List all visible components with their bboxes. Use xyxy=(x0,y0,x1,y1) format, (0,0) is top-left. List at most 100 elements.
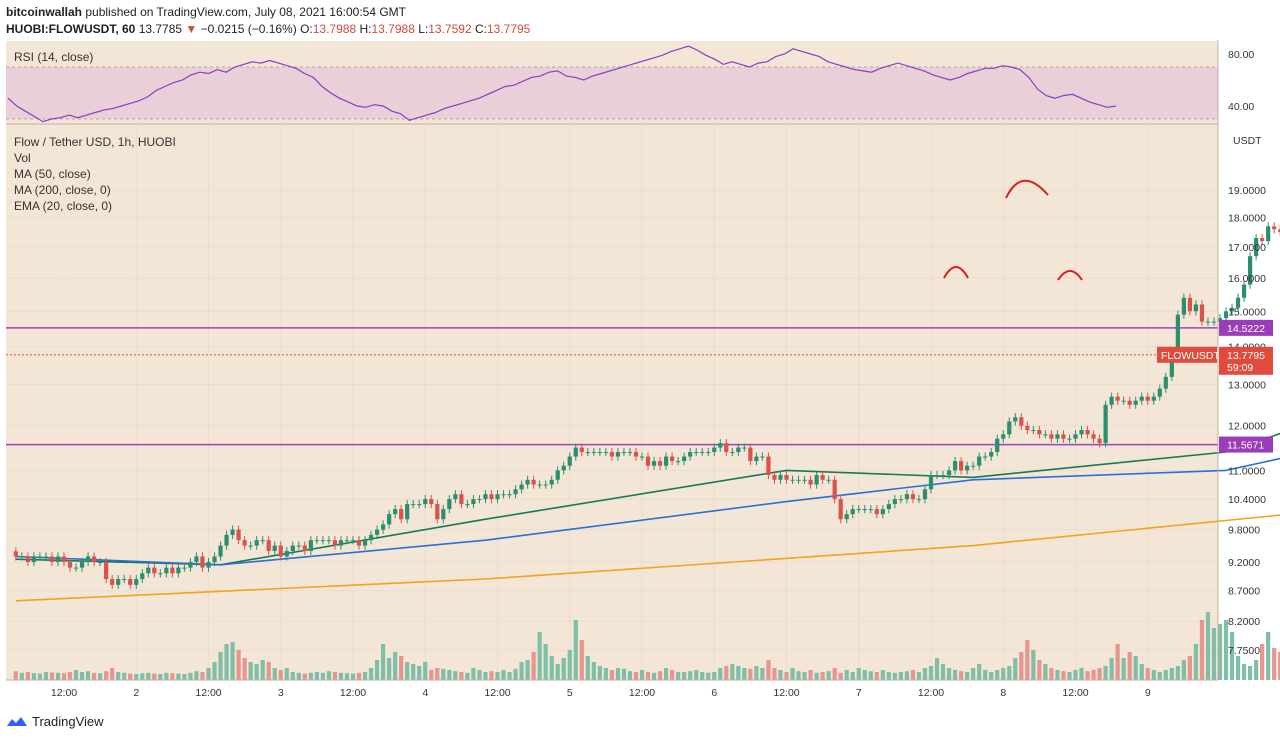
candle-body xyxy=(260,540,265,542)
candle-body xyxy=(832,479,837,500)
head-arc xyxy=(1005,179,1049,199)
volume-bar xyxy=(1272,648,1277,680)
rsi-pane: 80.00 40.00 xyxy=(6,45,1254,123)
candle-body xyxy=(128,579,133,585)
volume-bar xyxy=(19,672,24,680)
candle-body xyxy=(73,567,79,569)
volume-bar xyxy=(543,644,548,680)
symbol-label[interactable]: HUOBI:FLOWUSDT, 60 xyxy=(6,22,136,36)
candle-body xyxy=(742,447,747,449)
volume-bar xyxy=(706,672,711,680)
volume-bar xyxy=(128,673,133,680)
price-axis[interactable]: USDT 19.0000 18.0000 17.0000 16.0000 15.0000… xyxy=(6,40,1266,681)
candle-body xyxy=(796,479,801,481)
volume-bar xyxy=(1073,670,1078,680)
volume-bar xyxy=(958,671,964,680)
price-chart[interactable]: 80.00 40.00 RSI (14, close) Flow / Tether… xyxy=(0,40,1280,710)
candle-body xyxy=(880,509,885,515)
horizontal-levels[interactable] xyxy=(6,327,1218,446)
candle-body xyxy=(1013,417,1018,422)
volume-bar xyxy=(700,672,705,680)
volume-bar xyxy=(1254,660,1259,680)
candle-body xyxy=(657,461,663,466)
time-axis[interactable]: 12:00 2 12:00 3 12:00 4 12:00 5 12:00 6 12:00 7 12:0… xyxy=(51,687,1151,699)
candle-body xyxy=(748,447,753,462)
close-label: C: xyxy=(474,22,487,36)
candle-body xyxy=(694,452,699,454)
candle-body xyxy=(1109,396,1114,405)
volume-bar xyxy=(862,670,867,680)
candle-body xyxy=(320,540,326,542)
candle-body xyxy=(242,540,247,546)
volume-bar xyxy=(784,672,789,680)
candle-body xyxy=(928,475,934,490)
price-tag-label: 13.7795 xyxy=(1227,350,1265,362)
volume-bar xyxy=(1109,658,1114,680)
candle-body xyxy=(338,540,344,546)
volume-bar xyxy=(495,672,500,680)
candle-body xyxy=(1079,430,1084,435)
time-tick-label: 12:00 xyxy=(629,687,655,699)
volume-bar xyxy=(272,668,277,680)
candle-body xyxy=(13,551,18,557)
volume-bar xyxy=(441,668,446,680)
candle-body xyxy=(989,452,994,457)
candle-body xyxy=(1175,314,1180,355)
symbol-tag-box xyxy=(1157,346,1217,363)
candle-body xyxy=(1037,430,1042,435)
time-tick-label: 4 xyxy=(422,687,428,699)
volume-bar xyxy=(1223,620,1229,680)
candle-body xyxy=(549,479,554,485)
author[interactable]: bitcoinwallah xyxy=(6,5,83,19)
volume-bar xyxy=(85,671,91,680)
volume-bar xyxy=(615,668,621,680)
price-tick-label: 8.2000 xyxy=(1228,616,1260,628)
volume-bar xyxy=(230,642,235,680)
volume-bar xyxy=(1205,612,1211,680)
candle-body xyxy=(826,479,831,481)
level-tag-label: 14.5222 xyxy=(1227,323,1265,335)
volume-bar xyxy=(1085,671,1090,680)
volume-bar xyxy=(1247,666,1253,680)
volume-bar xyxy=(826,671,831,680)
volume-bar xyxy=(260,660,265,680)
candle-body xyxy=(790,479,795,481)
candle-body xyxy=(302,545,307,551)
volume-bar xyxy=(314,672,319,680)
high-value: 13.7988 xyxy=(371,22,415,36)
candle-body xyxy=(37,556,43,558)
volume-bar xyxy=(344,673,350,680)
tradingview-footer[interactable]: TradingView xyxy=(6,714,104,729)
volume-bar xyxy=(110,668,115,680)
ohlc-bar: HUOBI:FLOWUSDT, 60 13.7785 ▼ −0.0215 (−0… xyxy=(6,22,530,36)
volume-bar xyxy=(1175,666,1180,680)
ema20-line xyxy=(15,432,1280,566)
volume-bar xyxy=(754,666,759,680)
candle-body xyxy=(332,540,338,546)
candle-body xyxy=(669,456,675,462)
published-text: published on TradingView.com, July 08, 2… xyxy=(85,5,407,19)
candle-body xyxy=(597,452,602,454)
volume-bar xyxy=(1157,672,1162,680)
volume-bar xyxy=(296,672,301,680)
volume-bar xyxy=(609,670,615,680)
candle-body xyxy=(952,461,958,471)
candle-body xyxy=(1223,311,1229,319)
volume-bar xyxy=(748,668,753,680)
volume-bar xyxy=(1229,632,1235,680)
candle-body xyxy=(688,452,693,457)
volume-bar xyxy=(67,672,73,680)
candle-body xyxy=(1193,304,1199,312)
candle-body xyxy=(838,499,843,520)
candle-body xyxy=(272,545,277,551)
price-tick-label: 12.0000 xyxy=(1228,421,1266,433)
candle-body xyxy=(983,456,988,458)
volume-bar xyxy=(1019,652,1024,680)
volume-bar xyxy=(965,672,970,680)
volume-bar xyxy=(983,670,988,680)
candle-body xyxy=(585,452,590,454)
volume-bar xyxy=(224,644,229,680)
candle-body xyxy=(453,494,458,500)
candle-body xyxy=(627,452,633,454)
